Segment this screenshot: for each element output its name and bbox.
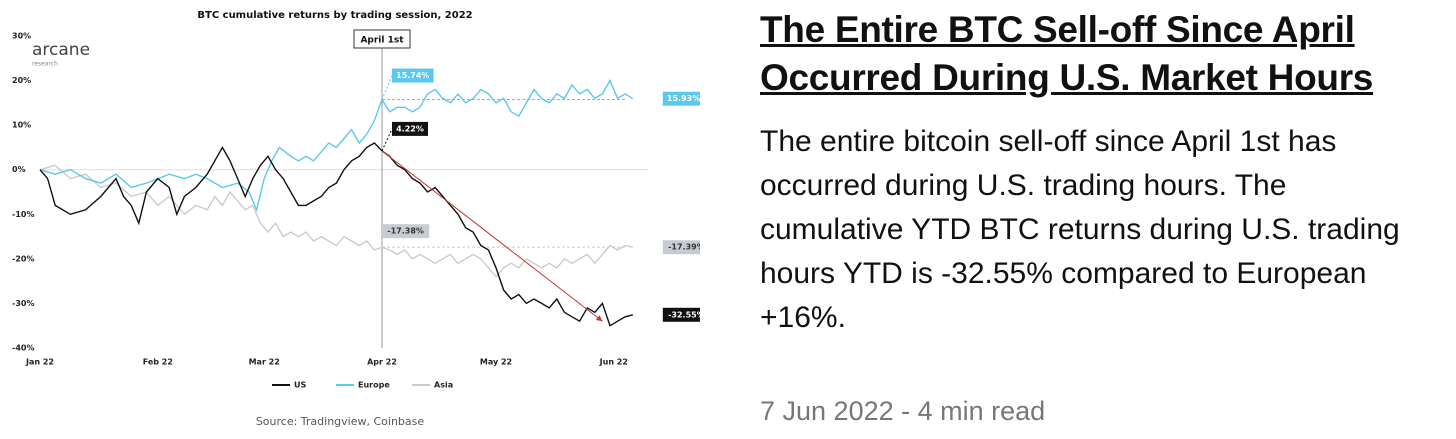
y-tick-label: 0% (12, 165, 26, 174)
logo: arcane (32, 40, 90, 60)
legend-label: Europe (358, 381, 390, 390)
annotation-leader (381, 75, 393, 100)
legend-label: Asia (434, 381, 453, 390)
annotation-box (662, 307, 710, 322)
x-tick-label: Feb 22 (143, 358, 173, 367)
annotation-box (662, 240, 710, 255)
trend-arrow (381, 150, 603, 322)
annotation-label: 15.93% (667, 94, 700, 103)
x-tick-label: Apr 22 (367, 358, 397, 367)
y-tick-label: -20% (12, 254, 34, 263)
y-tick-label: -40% (12, 343, 34, 352)
article-body: The entire bitcoin sell-off since April … (760, 125, 1400, 334)
annotation-box (382, 224, 430, 239)
annotation-box (392, 121, 428, 136)
chart-title: BTC cumulative returns by trading sessio… (197, 10, 472, 21)
annotation-label: -17.38% (387, 227, 424, 236)
date-marker-label: April 1st (360, 36, 404, 46)
annotation-box (392, 68, 434, 83)
y-tick-label: 30% (12, 32, 31, 41)
x-tick-label: Jan 22 (25, 358, 54, 367)
series-line (39, 142, 633, 327)
y-tick-label: -30% (12, 299, 34, 308)
article-title: The Entire BTC Sell-off Since April Occu… (760, 9, 1374, 98)
annotation-label: -17.39% (668, 243, 700, 252)
y-tick-label: 10% (12, 121, 31, 130)
source: Source: Tradingview, Coinbase (256, 415, 425, 428)
annotation-label: 15.74% (396, 71, 429, 80)
annotation-label: 4.22% (396, 124, 424, 133)
article-meta: 7 Jun 2022 - 4 min read (760, 396, 1046, 426)
y-tick-label: -10% (12, 210, 34, 219)
chart: BTC cumulative returns by trading sessio… (12, 10, 710, 428)
annotation-leader (381, 128, 393, 152)
logo-subtitle: research (32, 61, 58, 68)
date-marker-box (353, 29, 411, 49)
series-line (39, 79, 634, 213)
legend-label: US (294, 381, 306, 390)
x-tick-label: Jun 22 (599, 358, 628, 367)
series-line (39, 164, 633, 278)
y-tick-label: 20% (12, 76, 31, 85)
annotation-box (662, 91, 705, 106)
x-tick-label: May 22 (480, 358, 512, 367)
annotation-label: -32.55% (668, 310, 700, 319)
x-tick-label: Mar 22 (249, 358, 280, 367)
